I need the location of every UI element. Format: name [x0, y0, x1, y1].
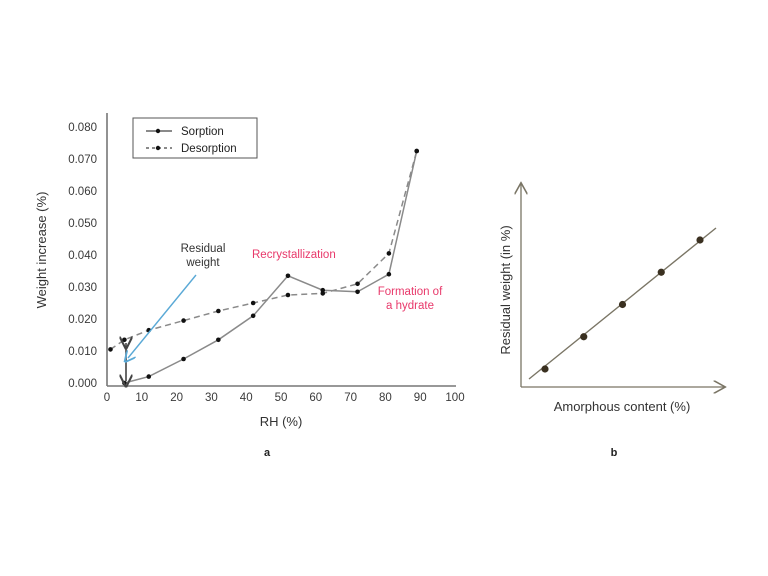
annotation-hydrate-2: a hydrate — [386, 300, 434, 312]
data-point — [386, 251, 392, 256]
data-point — [146, 374, 152, 379]
annotation-residual-1: Residual — [181, 243, 226, 255]
data-point — [696, 236, 704, 244]
y-axis-label-b: Residual weight (in %) — [498, 225, 513, 354]
data-point — [320, 291, 326, 296]
y-tick-label: 0.080 — [68, 122, 97, 134]
data-point — [216, 337, 221, 343]
data-point — [414, 148, 420, 154]
annotation-recrystallization: Recrystallization — [252, 249, 336, 261]
y-tick-label: 0.040 — [68, 250, 97, 262]
x-tick-labels-a: 0 10 20 30 40 50 60 70 80 90 100 — [104, 392, 465, 404]
data-point — [122, 337, 127, 343]
data-point — [216, 308, 221, 314]
x-tick-label: 90 — [414, 392, 427, 404]
panel-label-a: a — [264, 447, 271, 459]
data-point — [657, 268, 665, 276]
data-point — [541, 365, 549, 373]
y-axis-label-a: Weight increase (%) — [34, 192, 49, 309]
y-tick-label: 0.050 — [68, 218, 97, 230]
x-tick-label: 40 — [240, 392, 253, 404]
panel-label-b: b — [611, 447, 618, 459]
data-point — [285, 292, 291, 298]
x-tick-label: 0 — [104, 392, 110, 404]
sorption-line — [124, 150, 418, 384]
data-point — [320, 287, 326, 293]
y-tick-label: 0.060 — [68, 186, 97, 198]
data-point — [108, 347, 113, 352]
y-tick-label: 0.010 — [68, 346, 97, 358]
y-tick-label: 0.030 — [68, 282, 97, 294]
x-tick-label: 10 — [135, 392, 148, 404]
x-axis-label-a: RH (%) — [260, 414, 303, 429]
data-point — [250, 313, 256, 319]
x-tick-label: 80 — [379, 392, 392, 404]
x-tick-label: 50 — [275, 392, 288, 404]
data-point — [386, 271, 392, 277]
data-point — [355, 289, 360, 295]
data-point — [285, 273, 291, 279]
data-point — [181, 356, 186, 362]
legend-a: Sorption Desorption — [132, 117, 258, 159]
legend-sorption: Sorption — [181, 126, 224, 138]
x-tick-label: 30 — [205, 392, 218, 404]
annotation-hydrate-1: Formation of — [378, 286, 443, 298]
y-tick-label: 0.000 — [68, 378, 97, 390]
scatter-points-b — [541, 236, 704, 373]
legend-desorption: Desorption — [181, 143, 237, 155]
x-tick-label: 20 — [170, 392, 183, 404]
data-point — [181, 318, 186, 323]
data-point — [250, 300, 256, 306]
annotation-residual-2: weight — [185, 257, 220, 269]
chart-a: 0.000 0.010 0.020 0.030 0.040 0.050 0.060 0.070… — [34, 113, 465, 459]
x-tick-label: 100 — [445, 392, 464, 404]
x-tick-label: 60 — [309, 392, 322, 404]
data-point — [122, 380, 127, 386]
x-tick-label: 70 — [344, 392, 357, 404]
data-point — [618, 300, 627, 309]
x-axis-label-b: Amorphous content (%) — [554, 399, 691, 414]
chart-b: Residual weight (in %) Amorphous content… — [498, 184, 724, 459]
sorption-points — [122, 148, 420, 386]
data-point — [580, 333, 588, 341]
y-tick-label: 0.070 — [68, 154, 97, 166]
y-tick-labels-a: 0.000 0.010 0.020 0.030 0.040 0.050 0.060 0.070… — [68, 122, 97, 390]
y-tick-label: 0.020 — [68, 314, 97, 326]
data-point — [355, 281, 360, 287]
residual-pointer-arrow — [128, 274, 197, 358]
